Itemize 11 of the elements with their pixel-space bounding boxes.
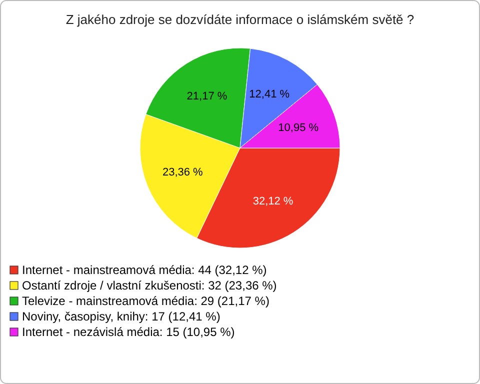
legend-label: Ostantí zdroje / vlastní zkušenosti: 32 (23,36 %) <box>22 278 277 292</box>
data-label: 12,41 % <box>249 88 290 100</box>
data-label: 23,36 % <box>162 166 204 179</box>
data-label: 10,95 % <box>278 122 319 134</box>
legend-label: Noviny, časopisy, knihy: 17 (12,41 %) <box>22 310 220 324</box>
legend-label: Televize - mainstreamová média: 29 (21,17 %) <box>22 294 270 308</box>
data-label: 21,17 % <box>186 90 228 103</box>
legend-label: Internet - mainstreamová média: 44 (32,12 %) <box>22 263 267 277</box>
legend-label: Internet - nezávislá média: 15 (10,95 %) <box>22 325 235 339</box>
data-label: 32,12 % <box>252 195 294 208</box>
chart-title: Z jakého zdroje se dozvídáte informace o islámském světě ? <box>66 12 414 27</box>
